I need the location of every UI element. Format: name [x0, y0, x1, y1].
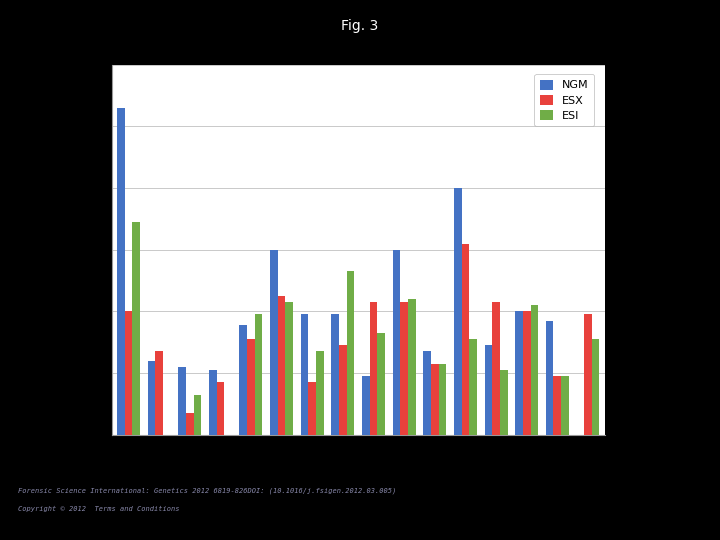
- Bar: [217, 382, 224, 435]
- Bar: [209, 370, 217, 435]
- Bar: [270, 249, 278, 435]
- Bar: [516, 312, 523, 435]
- Bar: [492, 302, 500, 435]
- Bar: [500, 370, 508, 435]
- Bar: [438, 364, 446, 435]
- Bar: [462, 244, 469, 435]
- Bar: [584, 314, 592, 435]
- Bar: [561, 376, 569, 435]
- Bar: [285, 302, 293, 435]
- Bar: [400, 302, 408, 435]
- Bar: [156, 352, 163, 435]
- Bar: [362, 376, 369, 435]
- Bar: [331, 314, 339, 435]
- Bar: [392, 249, 400, 435]
- Bar: [186, 413, 194, 435]
- Bar: [194, 395, 201, 435]
- Bar: [179, 367, 186, 435]
- Bar: [301, 314, 308, 435]
- Bar: [240, 325, 247, 435]
- Bar: [554, 376, 561, 435]
- Bar: [117, 108, 125, 435]
- Bar: [347, 271, 354, 435]
- Bar: [592, 339, 600, 435]
- Bar: [423, 352, 431, 435]
- Bar: [339, 345, 347, 435]
- Bar: [255, 314, 263, 435]
- Bar: [431, 364, 438, 435]
- Bar: [531, 305, 538, 435]
- Bar: [369, 302, 377, 435]
- Bar: [408, 299, 415, 435]
- Legend: NGM, ESX, ESI: NGM, ESX, ESI: [534, 74, 594, 126]
- Bar: [523, 312, 531, 435]
- Bar: [132, 222, 140, 435]
- Bar: [316, 352, 324, 435]
- Bar: [278, 296, 285, 435]
- Bar: [125, 312, 132, 435]
- Bar: [454, 188, 462, 435]
- Bar: [546, 321, 554, 435]
- Bar: [469, 339, 477, 435]
- Bar: [377, 333, 385, 435]
- Bar: [148, 361, 156, 435]
- Bar: [247, 339, 255, 435]
- Text: Copyright © 2012  Terms and Conditions: Copyright © 2012 Terms and Conditions: [18, 506, 179, 512]
- Text: Forensic Science International: Genetics 2012 6819-826DOI: (10.1016/j.fsigen.201: Forensic Science International: Genetics…: [18, 488, 396, 494]
- Bar: [485, 345, 492, 435]
- Bar: [308, 382, 316, 435]
- Title: $F_{ST}$ (θ)  values for each locus (per kit): $F_{ST}$ (θ) values for each locus (per …: [215, 43, 501, 62]
- Text: Fig. 3: Fig. 3: [341, 19, 379, 33]
